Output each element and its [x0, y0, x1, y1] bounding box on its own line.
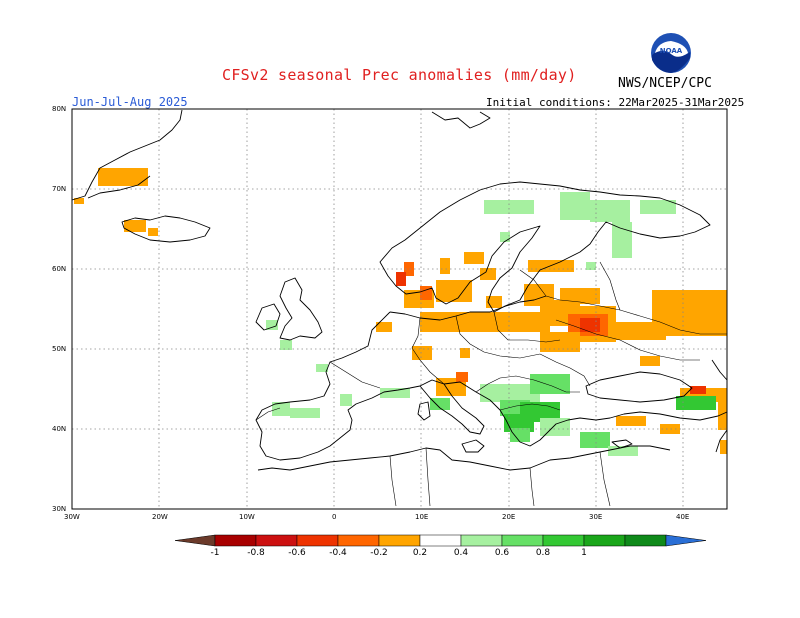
anomaly-cell — [560, 192, 590, 220]
lat-label-40n: 40N — [52, 425, 67, 433]
anomaly-cell — [540, 418, 570, 436]
lon-label-20e: 20E — [502, 513, 516, 521]
anomaly-cell — [380, 388, 410, 398]
lon-label-30e: 30E — [589, 513, 603, 521]
lon-label-40e: 40E — [676, 513, 690, 521]
anomaly-cell — [430, 398, 450, 410]
colorbar-swatch — [460, 534, 503, 547]
anomaly-cell — [560, 288, 600, 304]
anomaly-cell — [460, 348, 470, 358]
colorbar-swatch — [296, 534, 339, 547]
anomaly-cell — [480, 268, 496, 280]
anomaly-cell — [580, 432, 610, 448]
colorbar-swatch — [542, 534, 585, 547]
anomaly-cell — [74, 198, 84, 204]
anomaly-cell — [720, 440, 727, 454]
anomaly-cell — [580, 318, 600, 332]
colorbar-label: -0.8 — [247, 548, 265, 558]
colorbar-swatch — [337, 534, 380, 547]
coastlines — [71, 109, 728, 471]
anomaly-cell — [272, 402, 290, 416]
anomaly-cell — [316, 364, 328, 372]
anomaly-cell — [464, 252, 484, 264]
lon-label-10e: 10E — [415, 513, 429, 521]
anomaly-cell — [436, 280, 472, 302]
anomaly-cell — [530, 374, 570, 394]
season-label: Jun-Jul-Aug 2025 — [72, 95, 188, 109]
anomaly-cell — [504, 414, 534, 432]
anomaly-cell — [396, 272, 406, 286]
colorbar-swatch — [501, 534, 544, 547]
anomaly-cell — [586, 262, 596, 270]
anomaly-cell — [148, 228, 158, 236]
anomaly-cell — [456, 372, 468, 382]
anomaly-cell — [616, 416, 646, 426]
anomaly-cell — [616, 322, 666, 340]
colorbar-label: -0.2 — [370, 548, 388, 558]
colorbar-swatch — [419, 534, 462, 547]
colorbar-swatch — [583, 534, 626, 547]
anomaly-cell — [690, 386, 706, 394]
anomaly-cell — [540, 332, 580, 352]
anomaly-cell — [440, 258, 450, 274]
colorbar-swatch — [624, 534, 667, 547]
colorbar — [174, 534, 707, 547]
anomaly-cell — [290, 408, 320, 418]
lat-label-30n: 30N — [52, 505, 67, 513]
anomaly-cell — [612, 222, 632, 258]
colorbar-label: 1 — [581, 548, 587, 558]
anomaly-cell — [660, 424, 680, 434]
colorbar-swatch — [255, 534, 298, 547]
anomaly-cell — [640, 356, 660, 366]
anomaly-cell — [420, 312, 550, 332]
anomaly-cell — [98, 168, 148, 186]
noaa-logo: NOAA — [651, 33, 691, 73]
colorbar-label: 0.4 — [453, 548, 469, 558]
lon-label-0: 0 — [332, 513, 337, 521]
noaa-logo-text: NOAA — [660, 47, 683, 55]
anomaly-cell — [420, 286, 432, 300]
colorbar-arrow-high — [665, 534, 707, 547]
organization-label: NWS/NCEP/CPC — [618, 76, 712, 91]
anomaly-cell — [608, 446, 638, 456]
lat-label-80n: 80N — [52, 105, 67, 113]
anomaly-cell — [404, 262, 414, 276]
colorbar-swatch — [214, 534, 257, 547]
colorbar-label: -1 — [210, 548, 220, 558]
anomaly-cell — [484, 200, 534, 214]
initial-conditions-label: Initial conditions: 22Mar2025-31Mar2025 — [486, 96, 745, 109]
colorbar-label: 0.8 — [535, 548, 551, 558]
colorbar-label: 0.2 — [412, 548, 428, 558]
anomaly-cell — [640, 200, 676, 214]
lon-label-10w: 10W — [239, 513, 255, 521]
anomaly-cell — [590, 200, 630, 222]
lat-label-70n: 70N — [52, 185, 67, 193]
anomaly-cell — [266, 320, 278, 330]
anomaly-cell — [340, 394, 352, 406]
anomaly-cell — [510, 428, 530, 442]
anomaly-cell — [676, 396, 716, 410]
colorbar-label: -0.4 — [329, 548, 347, 558]
anomaly-cell — [376, 322, 392, 332]
lon-label-20w: 20W — [152, 513, 168, 521]
colorbar-label: -0.6 — [288, 548, 306, 558]
colorbar-label: 0.6 — [494, 548, 510, 558]
anomaly-cell — [718, 400, 727, 430]
colorbar-swatch — [378, 534, 421, 547]
lat-label-50n: 50N — [52, 345, 67, 353]
anomaly-cell — [412, 346, 432, 360]
country-borders — [255, 261, 727, 507]
anomaly-cell — [280, 340, 292, 350]
anomaly-cell — [480, 384, 540, 402]
anomaly-cells — [74, 168, 727, 456]
map-frame — [71, 108, 728, 510]
colorbar-arrow-low — [174, 534, 216, 547]
lat-label-60n: 60N — [52, 265, 67, 273]
map-title: CFSv2 seasonal Prec anomalies (mm/day) — [222, 66, 577, 84]
anomaly-cell — [500, 232, 510, 242]
anomaly-cell — [124, 220, 146, 232]
lon-label-30w: 30W — [64, 513, 80, 521]
